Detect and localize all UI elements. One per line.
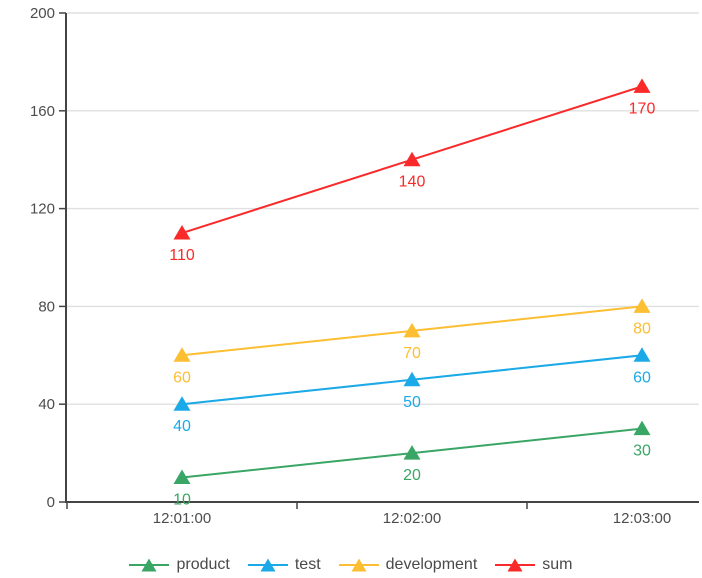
- data-label: 70: [403, 345, 421, 362]
- triangle-marker-icon: [403, 322, 421, 338]
- y-tick-label: 40: [38, 396, 55, 413]
- y-tick-label: 120: [30, 201, 55, 218]
- data-label: 50: [403, 394, 421, 411]
- triangle-marker-icon: [633, 78, 651, 93]
- legend-triangle-marker-icon: [247, 558, 288, 572]
- legend-item-label: test: [294, 556, 321, 573]
- data-label: 10: [173, 492, 191, 509]
- legend-item-test[interactable]: test: [247, 556, 321, 574]
- triangle-marker-icon: [173, 396, 191, 411]
- data-label: 40: [173, 418, 191, 435]
- y-tick-label: 80: [38, 298, 55, 315]
- y-tick-label: 160: [30, 103, 55, 120]
- triangle-marker-icon: [633, 347, 651, 362]
- data-label: 80: [633, 320, 651, 337]
- legend-triangle-marker-icon: [338, 558, 379, 572]
- legend: product test development sum: [0, 551, 702, 578]
- y-tick-label: 0: [47, 494, 55, 511]
- triangle-marker-icon: [403, 371, 421, 387]
- triangle-marker-icon: [633, 298, 651, 313]
- legend-item-development[interactable]: development: [338, 556, 478, 574]
- triangle-marker-icon: [633, 420, 651, 436]
- data-label: 20: [403, 467, 421, 484]
- legend-triangle-marker-icon: [495, 558, 536, 572]
- legend-item-product[interactable]: product: [129, 556, 230, 574]
- triangle-marker-icon: [403, 445, 421, 460]
- data-label: 60: [173, 369, 191, 386]
- data-label: 170: [629, 100, 656, 117]
- data-label: 60: [633, 369, 651, 386]
- data-label: 140: [399, 174, 426, 191]
- legend-item-label: sum: [542, 556, 573, 573]
- triangle-marker-icon: [173, 347, 191, 362]
- legend-item-sum[interactable]: sum: [495, 556, 573, 574]
- x-tick-label: 12:02:00: [383, 510, 441, 527]
- data-label: 30: [633, 443, 651, 460]
- y-tick-label: 200: [30, 5, 55, 22]
- triangle-marker-icon: [173, 225, 191, 240]
- data-label: 110: [169, 247, 195, 264]
- x-tick-label: 12:01:00: [153, 510, 211, 527]
- triangle-marker-icon: [173, 469, 191, 485]
- triangle-marker-icon: [403, 151, 421, 167]
- legend-item-label: development: [385, 556, 478, 573]
- legend-triangle-marker-icon: [129, 558, 170, 572]
- x-tick-label: 12:03:00: [613, 510, 671, 527]
- legend-item-label: product: [176, 556, 230, 573]
